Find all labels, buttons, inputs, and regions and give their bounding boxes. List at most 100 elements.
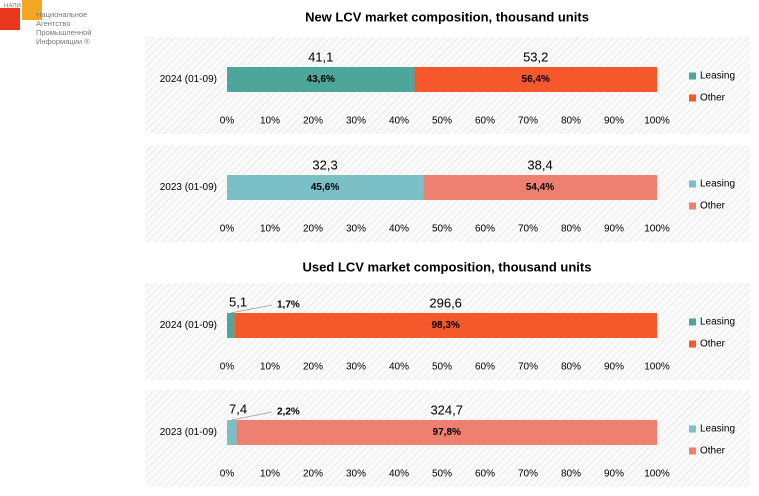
- x-tick-label: 20%: [303, 469, 323, 480]
- x-tick-label: 90%: [604, 362, 624, 373]
- x-tick-label: 20%: [303, 362, 323, 373]
- x-tick-label: 10%: [260, 469, 280, 480]
- legend-marker: [689, 202, 696, 210]
- x-tick-label: 40%: [389, 362, 409, 373]
- x-tick-label: 30%: [346, 224, 366, 235]
- value-label: 1,7%: [277, 300, 300, 311]
- x-tick-label: 20%: [303, 224, 323, 235]
- x-tick-label: 80%: [561, 469, 581, 480]
- value-label: 2,2%: [277, 407, 300, 418]
- x-tick-label: 0%: [220, 469, 235, 480]
- legend-marker: [689, 180, 696, 188]
- logo-abbr: НАПИ: [4, 4, 21, 10]
- x-tick-label: 50%: [432, 362, 452, 373]
- x-tick-label: 80%: [561, 116, 581, 127]
- legend-marker: [689, 72, 696, 80]
- value-label: 98,3%: [431, 320, 459, 331]
- x-tick-label: 0%: [220, 116, 235, 127]
- x-tick-label: 90%: [604, 116, 624, 127]
- x-tick-label: 60%: [475, 469, 495, 480]
- x-tick-label: 0%: [220, 362, 235, 373]
- value-label: 54,4%: [526, 182, 554, 193]
- x-tick-label: 90%: [604, 469, 624, 480]
- legend-label: Leasing: [700, 71, 735, 82]
- legend-label: Other: [700, 201, 726, 212]
- x-tick-label: 30%: [346, 362, 366, 373]
- x-tick-label: 10%: [260, 362, 280, 373]
- bar-segment: [227, 67, 415, 92]
- x-tick-label: 70%: [518, 362, 538, 373]
- x-tick-label: 60%: [475, 362, 495, 373]
- logo-orange: [22, 0, 42, 20]
- category-label: 2024 (01-09): [160, 320, 217, 331]
- unit-label: 324,7: [430, 402, 463, 417]
- x-tick-label: 90%: [604, 224, 624, 235]
- chart-title: New LCV market composition, thousand uni…: [305, 9, 589, 24]
- leader-line: [230, 304, 273, 314]
- value-label: 56,4%: [522, 74, 550, 85]
- x-tick-label: 50%: [432, 116, 452, 127]
- logo-red: [0, 8, 20, 30]
- x-tick-label: 100%: [644, 224, 670, 235]
- legend-marker: [689, 318, 696, 326]
- logo-line: Агентство: [36, 19, 71, 28]
- logo-line: Промышленной: [36, 28, 92, 37]
- category-label: 2023 (01-09): [160, 182, 217, 193]
- bar-segment: [227, 313, 235, 338]
- value-label: 43,6%: [307, 74, 335, 85]
- category-label: 2023 (01-09): [160, 427, 217, 438]
- x-tick-label: 50%: [432, 469, 452, 480]
- legend-marker: [689, 425, 696, 433]
- x-tick-label: 70%: [518, 224, 538, 235]
- x-tick-label: 80%: [561, 224, 581, 235]
- x-tick-label: 30%: [346, 116, 366, 127]
- unit-label: 296,6: [429, 295, 462, 310]
- bar-segment: [234, 313, 657, 338]
- x-tick-label: 70%: [518, 116, 538, 127]
- leader-line: [231, 411, 273, 421]
- legend-marker: [689, 340, 696, 348]
- value-label: 97,8%: [433, 427, 461, 438]
- x-tick-label: 100%: [644, 116, 670, 127]
- x-tick-label: 100%: [644, 469, 670, 480]
- unit-label: 38,4: [527, 157, 552, 172]
- x-tick-label: 10%: [260, 224, 280, 235]
- legend-marker: [689, 94, 696, 102]
- x-tick-label: 0%: [220, 224, 235, 235]
- legend-label: Leasing: [700, 179, 735, 190]
- value-label: 45,6%: [311, 182, 339, 193]
- x-tick-label: 20%: [303, 116, 323, 127]
- x-tick-label: 70%: [518, 469, 538, 480]
- x-tick-label: 60%: [475, 224, 495, 235]
- bar-segment: [414, 67, 657, 92]
- unit-label: 41,1: [308, 49, 333, 64]
- logo-line: Национальное: [36, 10, 87, 19]
- unit-label: 5,1: [229, 294, 247, 309]
- bar-segment: [423, 175, 657, 200]
- bar-segment: [236, 420, 657, 445]
- bar-segment: [227, 420, 237, 445]
- x-tick-label: 100%: [644, 362, 670, 373]
- x-tick-label: 40%: [389, 224, 409, 235]
- x-tick-label: 50%: [432, 224, 452, 235]
- x-tick-label: 60%: [475, 116, 495, 127]
- x-tick-label: 40%: [389, 469, 409, 480]
- legend-label: Leasing: [700, 317, 735, 328]
- logo-line: Информации ®: [36, 37, 90, 46]
- unit-label: 7,4: [229, 401, 247, 416]
- category-label: 2024 (01-09): [160, 74, 217, 85]
- legend-marker: [689, 447, 696, 455]
- legend-label: Other: [700, 339, 726, 350]
- legend-label: Leasing: [700, 424, 735, 435]
- x-tick-label: 10%: [260, 116, 280, 127]
- x-tick-label: 40%: [389, 116, 409, 127]
- legend-label: Other: [700, 446, 726, 457]
- bar-segment: [227, 175, 424, 200]
- legend-label: Other: [700, 93, 726, 104]
- x-tick-label: 30%: [346, 469, 366, 480]
- chart-title: Used LCV market composition, thousand un…: [303, 259, 592, 274]
- unit-label: 53,2: [523, 49, 548, 64]
- unit-label: 32,3: [312, 157, 337, 172]
- x-tick-label: 80%: [561, 362, 581, 373]
